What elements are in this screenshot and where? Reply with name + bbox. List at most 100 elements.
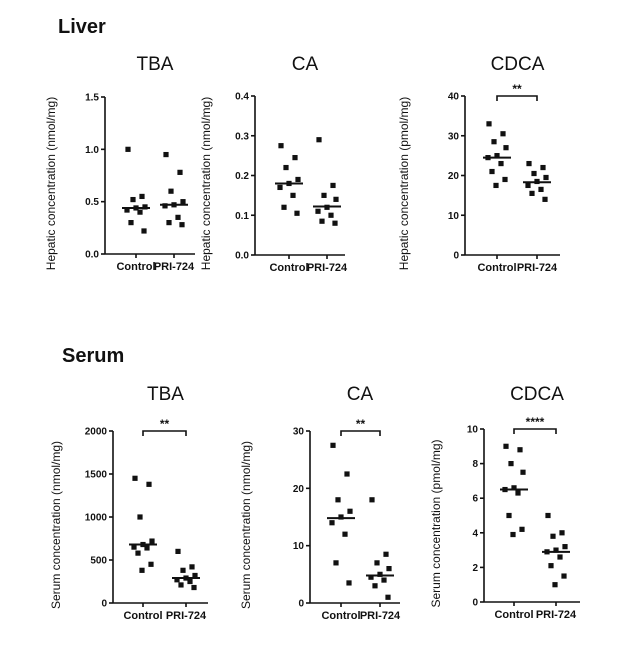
y-tick-label: 1.0 — [85, 145, 99, 156]
data-point — [486, 121, 491, 126]
data-point — [180, 568, 185, 573]
data-point — [381, 577, 386, 582]
data-point — [548, 563, 553, 568]
x-tick-label: PRI-724 — [536, 609, 577, 621]
data-point — [529, 191, 534, 196]
y-tick-label: 0 — [298, 599, 304, 610]
y-tick-label: 1000 — [85, 513, 108, 524]
data-point — [342, 532, 347, 537]
x-tick-label: Control — [123, 610, 162, 622]
data-point — [531, 171, 536, 176]
data-point — [130, 197, 135, 202]
data-point — [175, 215, 180, 220]
x-tick-label: Control — [116, 261, 155, 273]
chart-serum-tba: TBASerum concentration (nmol/mg)05001000… — [49, 384, 208, 622]
data-point — [132, 476, 137, 481]
data-point — [330, 443, 335, 448]
data-point — [128, 220, 133, 225]
data-point — [503, 444, 508, 449]
chart-liver-ca: CAHepatic concentration (nmol/mg)0.00.10… — [199, 54, 348, 274]
data-point — [545, 513, 550, 518]
data-point — [526, 161, 531, 166]
data-point — [191, 585, 196, 590]
data-point — [180, 199, 185, 204]
data-point — [510, 532, 515, 537]
data-point — [137, 514, 142, 519]
y-tick-label: 1500 — [85, 470, 108, 481]
data-point — [149, 538, 154, 543]
data-point — [346, 580, 351, 585]
data-point — [319, 219, 324, 224]
y-tick-label: 4 — [472, 528, 478, 539]
y-tick-label: 0.3 — [235, 131, 249, 142]
y-axis-label: Hepatic concentration (nmol/mg) — [44, 97, 58, 270]
y-tick-label: 0.1 — [235, 211, 249, 222]
chart-liver-tba: TBAHepatic concentration (nmol/mg)0.00.5… — [44, 54, 195, 273]
data-point — [525, 183, 530, 188]
data-point — [503, 145, 508, 150]
data-point — [374, 560, 379, 565]
data-point — [315, 209, 320, 214]
significance-bracket — [514, 429, 556, 434]
data-point — [328, 213, 333, 218]
data-point — [333, 560, 338, 565]
section-title-liver: Liver — [58, 16, 106, 38]
data-point — [386, 566, 391, 571]
chart-title: CDCA — [510, 384, 564, 405]
y-tick-label: 20 — [293, 484, 305, 495]
data-point — [491, 139, 496, 144]
data-point — [321, 193, 326, 198]
data-point — [502, 177, 507, 182]
data-point — [277, 185, 282, 190]
data-point — [542, 197, 547, 202]
data-point — [552, 582, 557, 587]
chart-title: TBA — [137, 54, 174, 75]
data-point — [146, 482, 151, 487]
data-point — [493, 183, 498, 188]
data-point — [189, 564, 194, 569]
y-tick-label: 10 — [293, 541, 305, 552]
data-point — [347, 509, 352, 514]
y-tick-label: 20 — [448, 171, 460, 182]
data-point — [135, 551, 140, 556]
data-point — [141, 228, 146, 233]
data-point — [278, 143, 283, 148]
y-axis-label: Serum concentration (nmol/mg) — [49, 441, 63, 609]
data-point — [517, 447, 522, 452]
data-point — [519, 527, 524, 532]
x-tick-label: Control — [269, 262, 308, 274]
data-point — [139, 194, 144, 199]
data-point — [561, 573, 566, 578]
data-point — [179, 222, 184, 227]
x-tick-label: PRI-724 — [166, 610, 207, 622]
significance-bracket — [341, 431, 380, 436]
data-point — [550, 534, 555, 539]
data-point — [562, 544, 567, 549]
data-point — [187, 579, 192, 584]
chart-serum-cdca: CDCASerum concentration (pmol/mg)0246810… — [429, 384, 580, 621]
data-point — [332, 221, 337, 226]
x-tick-label: PRI-724 — [517, 262, 558, 274]
data-point — [283, 165, 288, 170]
chart-serum-ca: CASerum concentration (nmol/mg)0102030Co… — [239, 384, 401, 622]
significance-label: ** — [356, 417, 366, 431]
y-tick-label: 0.5 — [85, 197, 99, 208]
y-tick-label: 2000 — [85, 427, 108, 438]
data-point — [330, 183, 335, 188]
data-point — [144, 545, 149, 550]
y-tick-label: 1.5 — [85, 93, 99, 104]
x-tick-label: Control — [494, 609, 533, 621]
data-point — [369, 497, 374, 502]
data-point — [385, 595, 390, 600]
data-point — [178, 582, 183, 587]
y-tick-label: 30 — [448, 131, 460, 142]
data-point — [538, 187, 543, 192]
significance-label: **** — [526, 415, 545, 429]
data-point — [333, 197, 338, 202]
data-point — [281, 205, 286, 210]
y-tick-label: 6 — [472, 494, 478, 505]
section-title-serum: Serum — [62, 345, 124, 367]
data-point — [290, 193, 295, 198]
y-tick-label: 0 — [101, 599, 107, 610]
data-point — [292, 155, 297, 160]
